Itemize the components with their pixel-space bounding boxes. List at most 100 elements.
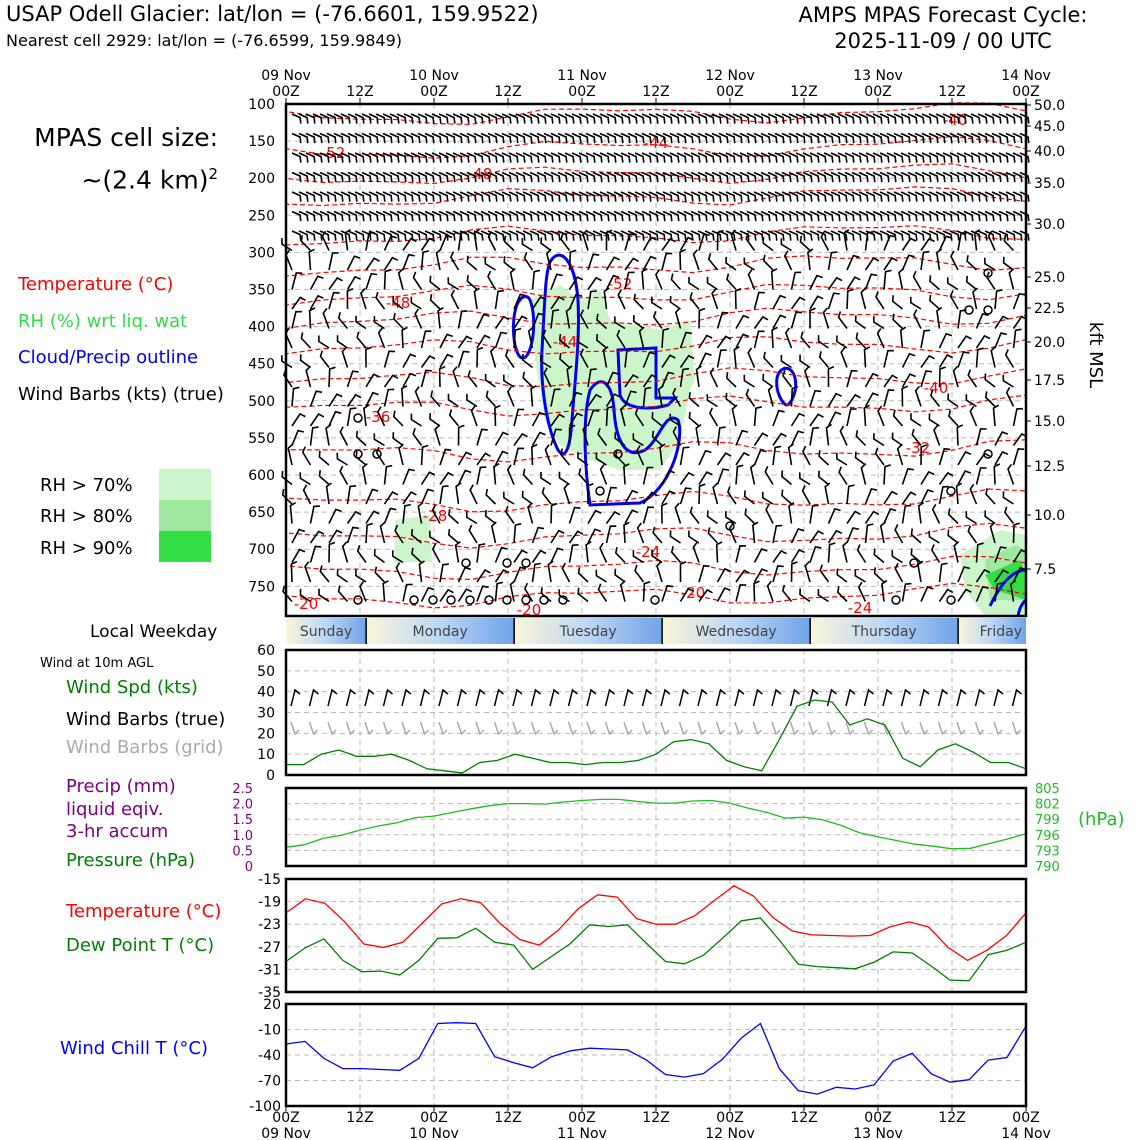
wind-barb (355, 430, 367, 447)
wind-barb (876, 328, 885, 349)
wind-barb (942, 171, 953, 183)
legend-rh70: RH > 70% (40, 475, 133, 496)
wind-barb (318, 470, 330, 486)
wind-barb (368, 191, 379, 202)
wind-barb (557, 132, 568, 144)
wind-barb (973, 229, 981, 251)
wind-barb (830, 132, 841, 144)
wind-barb-true (419, 688, 430, 707)
wind-barb (578, 171, 589, 183)
wind-barb (536, 230, 547, 241)
wind-barb (816, 113, 827, 124)
pressure-panel-frame (284, 786, 1028, 868)
wind-barb (309, 390, 323, 407)
wind-barb (690, 171, 701, 183)
wind-barb (431, 543, 441, 563)
local-weekday-label: Local Weekday (90, 622, 218, 642)
wind-barb (788, 230, 799, 241)
precip-tick-label: 0 (245, 860, 253, 875)
wind-barb (929, 294, 941, 310)
wind-barb (824, 482, 831, 505)
wind-barb (711, 171, 722, 183)
wind-barb (704, 132, 715, 144)
wind-barb (599, 152, 610, 163)
wind-barb (634, 191, 645, 202)
wind-barb-grid (493, 721, 504, 736)
wind-barb (435, 248, 442, 271)
wind-barb (459, 132, 470, 144)
wind-barb (1005, 171, 1016, 183)
wind-barb (1005, 191, 1016, 202)
wind-barb (886, 152, 897, 163)
wind-tick-label: 60 (257, 643, 275, 659)
wind-barb (361, 462, 368, 485)
wind-barb (602, 345, 609, 368)
wind-barb (670, 273, 682, 291)
wind-barb (587, 509, 602, 524)
legend-wind-speed: Wind Spd (kts) (66, 677, 198, 698)
wind-barb (844, 191, 855, 202)
wind-barb (716, 311, 729, 329)
wind-barb (727, 486, 737, 505)
wind-barb (613, 171, 624, 183)
wind-barb (289, 502, 296, 524)
wind-barb (994, 450, 1009, 466)
wind-barb (743, 257, 755, 271)
wind-barb (383, 256, 399, 271)
wind-barb (305, 171, 316, 183)
pressure-tick-label: 100 (248, 97, 275, 113)
wind-barb (679, 236, 694, 251)
wind-barb (340, 132, 351, 144)
temp-tick-label: -23 (258, 917, 281, 933)
page-title: USAP Odell Glacier: lat/lon = (-76.6601,… (6, 2, 539, 26)
wind-barb-true (345, 688, 356, 707)
wind-barb (531, 549, 547, 563)
wind-barb-grid (993, 721, 1003, 736)
wind-barb (568, 530, 584, 544)
wind-barb (651, 549, 663, 564)
wind-barb (970, 210, 981, 222)
wind-barb (312, 210, 323, 222)
wind-barb (396, 152, 407, 163)
wind-barb (975, 312, 989, 329)
wind-barb (298, 113, 309, 124)
top-date-label: 10 Nov (409, 68, 459, 84)
wind-barb (613, 152, 624, 163)
wind-barb (809, 274, 823, 290)
legend-wind-barbs-grid: Wind Barbs (grid) (66, 737, 224, 758)
wind-barb (424, 210, 435, 222)
legend-rh80: RH > 80% (40, 506, 133, 527)
wind-barb (527, 502, 534, 524)
calm-wind-marker (428, 595, 438, 605)
temperature-contour (285, 336, 1027, 356)
wind-barb (846, 484, 855, 505)
wind-barb (522, 113, 533, 124)
wind-barb (760, 132, 771, 144)
bottom-tick-label: 00Z (716, 1110, 743, 1126)
wind-barb (725, 511, 737, 525)
wind-barb (790, 271, 802, 290)
wind-barb (632, 315, 644, 330)
wind-barb (487, 132, 498, 144)
chill-tick-label: -70 (258, 1074, 281, 1090)
wind-barb (1009, 579, 1017, 602)
wind-barb (816, 132, 827, 144)
wind-barb (648, 152, 659, 163)
wind-barb (309, 505, 320, 524)
wind-barb (508, 210, 519, 222)
wind-barb (599, 542, 608, 563)
wind-barb (669, 152, 680, 163)
wind-barb-true (586, 688, 597, 707)
wind-barb (299, 354, 311, 369)
wind-barb (942, 113, 953, 124)
wind-barb (382, 210, 393, 222)
wind-barb (767, 230, 778, 241)
wind-barb (963, 132, 974, 144)
wind-barb (977, 230, 988, 241)
wind-barb (802, 171, 813, 183)
wind-barb (909, 296, 922, 310)
wind-barb (557, 210, 568, 222)
wind-barb (487, 231, 497, 251)
wind-barb (977, 210, 988, 222)
wind-barb (412, 428, 423, 446)
